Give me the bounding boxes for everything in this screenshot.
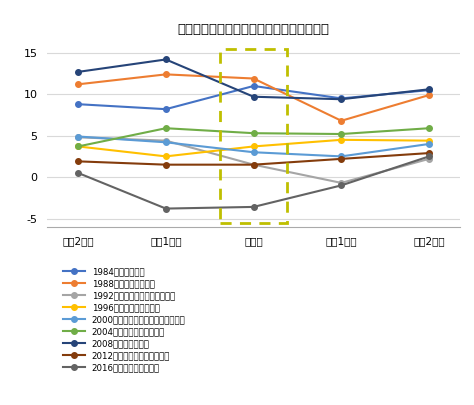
1992年バルセロナ（スペイン）	[163, 138, 169, 143]
1992年バルセロナ（スペイン）	[338, 181, 344, 185]
1992年バルセロナ（スペイン）	[251, 162, 256, 167]
2004年アテネ（ギリシャ）	[75, 144, 81, 149]
2012年ロンドン（イギリス）	[163, 162, 169, 167]
2004年アテネ（ギリシャ）	[338, 132, 344, 136]
2016年リオ（ブラジル）	[163, 206, 169, 211]
2016年リオ（ブラジル）	[426, 154, 432, 159]
1988年ソウル（韓国）	[426, 93, 432, 98]
2016年リオ（ブラジル）	[251, 205, 256, 209]
2004年アテネ（ギリシャ）	[163, 126, 169, 131]
1984年ロス（米）	[251, 83, 256, 88]
Line: 1992年バルセロナ（スペイン）: 1992年バルセロナ（スペイン）	[75, 134, 432, 185]
Title: 各国のオリンピック開催前後の経済成長率: 各国のオリンピック開催前後の経済成長率	[178, 23, 329, 36]
Bar	[220, 49, 287, 223]
2012年ロンドン（イギリス）	[338, 156, 344, 161]
1988年ソウル（韓国）	[251, 76, 256, 81]
1992年バルセロナ（スペイン）	[75, 135, 81, 140]
1996年アトランタ（米）	[426, 138, 432, 143]
1996年アトランタ（米）	[338, 137, 344, 142]
1988年ソウル（韓国）	[338, 118, 344, 123]
2000年シドニー（オーストラリア）	[338, 154, 344, 159]
1984年ロス（米）	[338, 96, 344, 101]
2004年アテネ（ギリシャ）	[426, 126, 432, 131]
Line: 1988年ソウル（韓国）: 1988年ソウル（韓国）	[75, 72, 432, 124]
1996年アトランタ（米）	[251, 144, 256, 149]
2000年シドニー（オーストラリア）	[426, 141, 432, 146]
Line: 2004年アテネ（ギリシャ）: 2004年アテネ（ギリシャ）	[75, 126, 432, 149]
2012年ロンドン（イギリス）	[75, 159, 81, 164]
2012年ロンドン（イギリス）	[426, 151, 432, 156]
2000年シドニー（オーストラリア）	[251, 150, 256, 155]
2008年北京（中国）	[163, 57, 169, 62]
2012年ロンドン（イギリス）	[251, 162, 256, 167]
2008年北京（中国）	[75, 70, 81, 75]
2008年北京（中国）	[251, 94, 256, 99]
2016年リオ（ブラジル）	[75, 171, 81, 175]
1996年アトランタ（米）	[163, 154, 169, 159]
1984年ロス（米）	[75, 102, 81, 107]
Legend: 1984年ロス（米）, 1988年ソウル（韓国）, 1992年バルセロナ（スペイン）, 1996年アトランタ（米）, 2000年シドニー（オーストラリア）, 2: 1984年ロス（米）, 1988年ソウル（韓国）, 1992年バルセロナ（スペイ…	[60, 264, 189, 376]
Line: 2012年ロンドン（イギリス）: 2012年ロンドン（イギリス）	[75, 150, 432, 167]
2008年北京（中国）	[426, 87, 432, 92]
1984年ロス（米）	[426, 88, 432, 93]
Line: 2008年北京（中国）: 2008年北京（中国）	[75, 57, 432, 102]
2000年シドニー（オーストラリア）	[163, 140, 169, 145]
1988年ソウル（韓国）	[75, 82, 81, 87]
2016年リオ（ブラジル）	[338, 183, 344, 188]
Line: 2000年シドニー（オーストラリア）: 2000年シドニー（オーストラリア）	[75, 134, 432, 159]
1992年バルセロナ（スペイン）	[426, 156, 432, 161]
1984年ロス（米）	[163, 107, 169, 112]
Line: 1996年アトランタ（米）: 1996年アトランタ（米）	[75, 137, 432, 159]
Line: 2016年リオ（ブラジル）: 2016年リオ（ブラジル）	[75, 153, 432, 211]
1996年アトランタ（米）	[75, 144, 81, 149]
2004年アテネ（ギリシャ）	[251, 131, 256, 136]
Line: 1984年ロス（米）: 1984年ロス（米）	[75, 83, 432, 112]
2008年北京（中国）	[338, 97, 344, 102]
1988年ソウル（韓国）	[163, 72, 169, 77]
2000年シドニー（オーストラリア）	[75, 134, 81, 139]
